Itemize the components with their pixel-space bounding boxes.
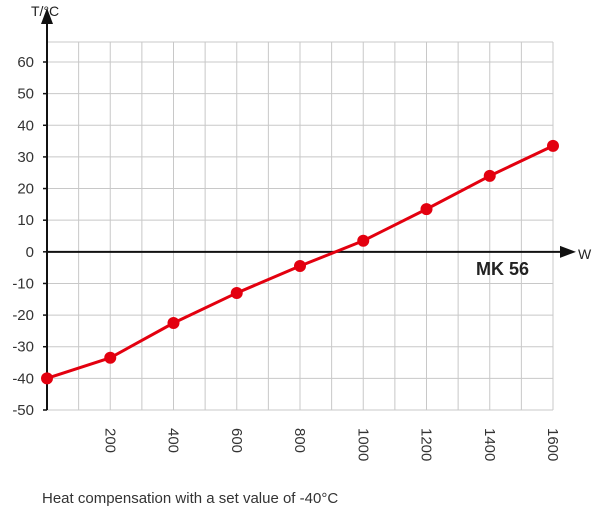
y-tick-label: 50 xyxy=(17,86,34,103)
chart: 60 50 40 30 20 10 0 -10 -20 -30 -40 -50 200 400 600 800… xyxy=(12,3,592,461)
data-point xyxy=(357,234,370,247)
x-tick-label: 1600 xyxy=(544,428,561,461)
figure-caption: Heat compensation with a set value of -4… xyxy=(42,490,339,507)
y-axis-label: T/°C xyxy=(31,3,59,19)
y-tick-label: 20 xyxy=(17,181,34,198)
series xyxy=(41,139,559,385)
data-point xyxy=(230,286,243,299)
tick-labels: 60 50 40 30 20 10 0 -10 -20 -30 -40 -50 200 400 600 800… xyxy=(12,54,561,461)
x-tick-label: 800 xyxy=(291,428,308,453)
data-point xyxy=(420,203,433,216)
y-tick-label: -10 xyxy=(12,275,34,292)
y-tick-label: -40 xyxy=(12,370,34,387)
data-point xyxy=(41,372,53,385)
y-tick-label: 40 xyxy=(17,117,34,134)
x-tick-label: 1400 xyxy=(481,428,498,461)
y-tick-label: -20 xyxy=(12,307,34,324)
x-axis-arrow xyxy=(560,245,576,258)
y-tick-label: 30 xyxy=(17,149,34,166)
axes xyxy=(41,8,576,411)
x-tick-label: 600 xyxy=(228,428,245,453)
y-tick-label: -50 xyxy=(12,402,34,419)
grid xyxy=(47,41,554,411)
y-tick-label: -30 xyxy=(12,339,34,356)
y-tick-label: 10 xyxy=(17,212,34,229)
x-tick-label: 400 xyxy=(165,428,182,453)
x-tick-label: 1200 xyxy=(418,428,435,461)
y-tick-label: 0 xyxy=(26,244,34,261)
data-point xyxy=(547,139,559,152)
x-axis-label: W xyxy=(578,246,592,262)
x-tick-label: 1000 xyxy=(354,428,371,461)
y-tick-label: 60 xyxy=(17,54,34,71)
data-point xyxy=(294,260,306,273)
data-point xyxy=(167,317,180,329)
data-point xyxy=(104,351,117,364)
y-axis-arrow xyxy=(41,8,53,24)
series-annotation: MK 56 xyxy=(476,259,529,279)
x-tick-label: 200 xyxy=(101,428,118,453)
data-point xyxy=(483,169,496,182)
